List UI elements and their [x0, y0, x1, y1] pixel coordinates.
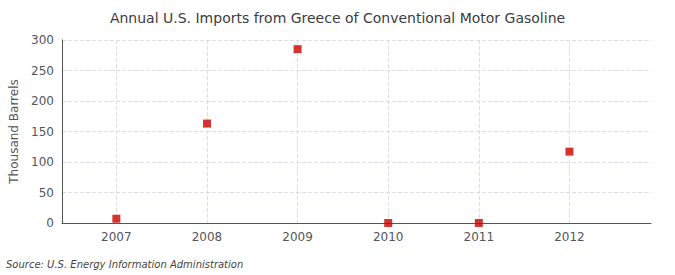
svg-text:Thousand Barrels: Thousand Barrels [7, 79, 21, 184]
svg-text:200: 200 [31, 94, 54, 108]
svg-text:100: 100 [31, 155, 54, 169]
svg-text:2007: 2007 [101, 230, 132, 244]
svg-text:Annual U.S. Imports from Greec: Annual U.S. Imports from Greece of Conve… [110, 10, 565, 26]
svg-text:250: 250 [31, 64, 54, 78]
svg-text:2012: 2012 [554, 230, 585, 244]
svg-text:2011: 2011 [464, 230, 495, 244]
svg-text:300: 300 [31, 33, 54, 47]
svg-text:Source: U.S. Energy Informatio: Source: U.S. Energy Information Administ… [6, 259, 243, 270]
svg-text:50: 50 [39, 186, 54, 200]
svg-text:150: 150 [31, 125, 54, 139]
svg-text:2009: 2009 [282, 230, 313, 244]
svg-text:2010: 2010 [373, 230, 404, 244]
svg-text:2008: 2008 [192, 230, 223, 244]
svg-text:0: 0 [46, 216, 54, 230]
